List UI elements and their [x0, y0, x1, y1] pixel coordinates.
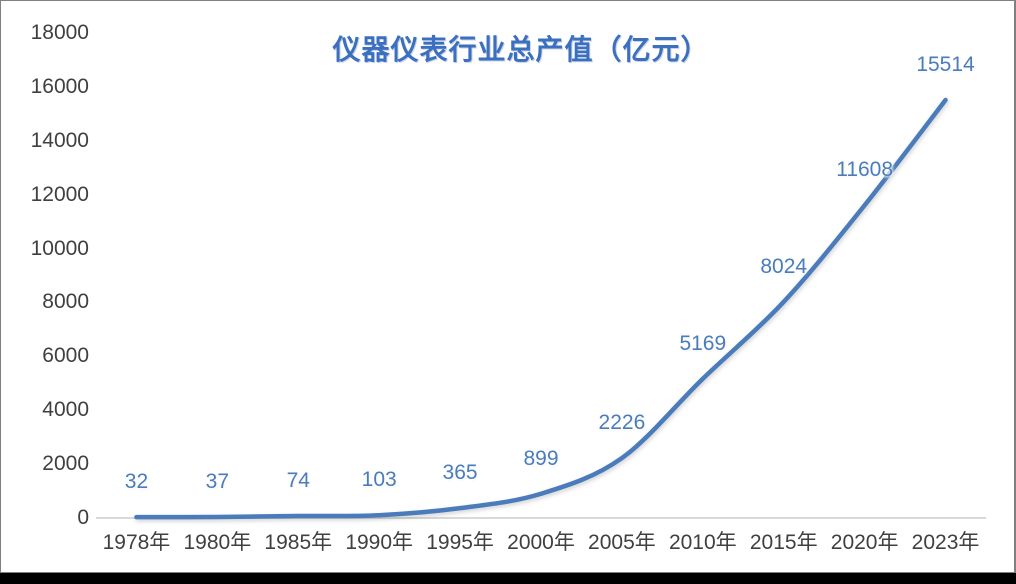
- y-axis-tick-label: 18000: [30, 21, 89, 44]
- y-axis-tick-label: 2000: [42, 452, 89, 476]
- y-axis-tick-label: 10000: [30, 236, 89, 260]
- y-axis-tick-label: 6000: [42, 344, 89, 368]
- data-point-label: 32: [124, 470, 149, 494]
- x-axis-tick-label: 1978年: [102, 531, 171, 554]
- x-axis-tick-label: 1990年: [345, 531, 414, 554]
- bottom-black-bar: [0, 573, 1016, 584]
- data-point-label: 5169: [679, 331, 727, 355]
- series-line-total-output: [134, 97, 948, 520]
- x-axis-tick-label: 2023年: [911, 531, 980, 554]
- y-axis-tick-label: 4000: [42, 398, 89, 422]
- data-point-label: 11608: [836, 158, 894, 182]
- data-point-label: 74: [286, 469, 310, 492]
- data-point-label: 365: [442, 461, 478, 485]
- data-point-label: 899: [523, 446, 559, 470]
- data-point-label: 103: [361, 468, 397, 492]
- x-axis-tick-label: 2020年: [830, 531, 899, 554]
- x-axis-tick-label: 2000年: [507, 531, 575, 554]
- y-axis-tick-label: 12000: [30, 182, 89, 206]
- x-axis-tick-label: 2015年: [749, 531, 818, 554]
- chart-title: 仪器仪表行业总产值（亿元）: [332, 34, 710, 65]
- plot-area: [96, 97, 986, 520]
- x-axis-tick-label: 2010年: [668, 531, 737, 554]
- y-axis-tick-label: 14000: [30, 128, 89, 152]
- y-axis-tick-label: 8000: [42, 290, 89, 314]
- y-axis-tick-label: 16000: [30, 74, 89, 98]
- x-axis-tick-label: 1995年: [426, 531, 494, 554]
- x-axis-tick-label: 2005年: [588, 531, 656, 554]
- y-axis-tick-label: 0: [77, 506, 89, 529]
- x-axis-tick-label: 1985年: [264, 531, 333, 554]
- data-point-label: 2226: [598, 411, 646, 435]
- x-axis-tick-label: 1980年: [183, 531, 252, 554]
- data-point-label: 8024: [760, 254, 808, 278]
- data-point-label: 37: [205, 470, 230, 493]
- data-point-label: 15514: [916, 52, 975, 76]
